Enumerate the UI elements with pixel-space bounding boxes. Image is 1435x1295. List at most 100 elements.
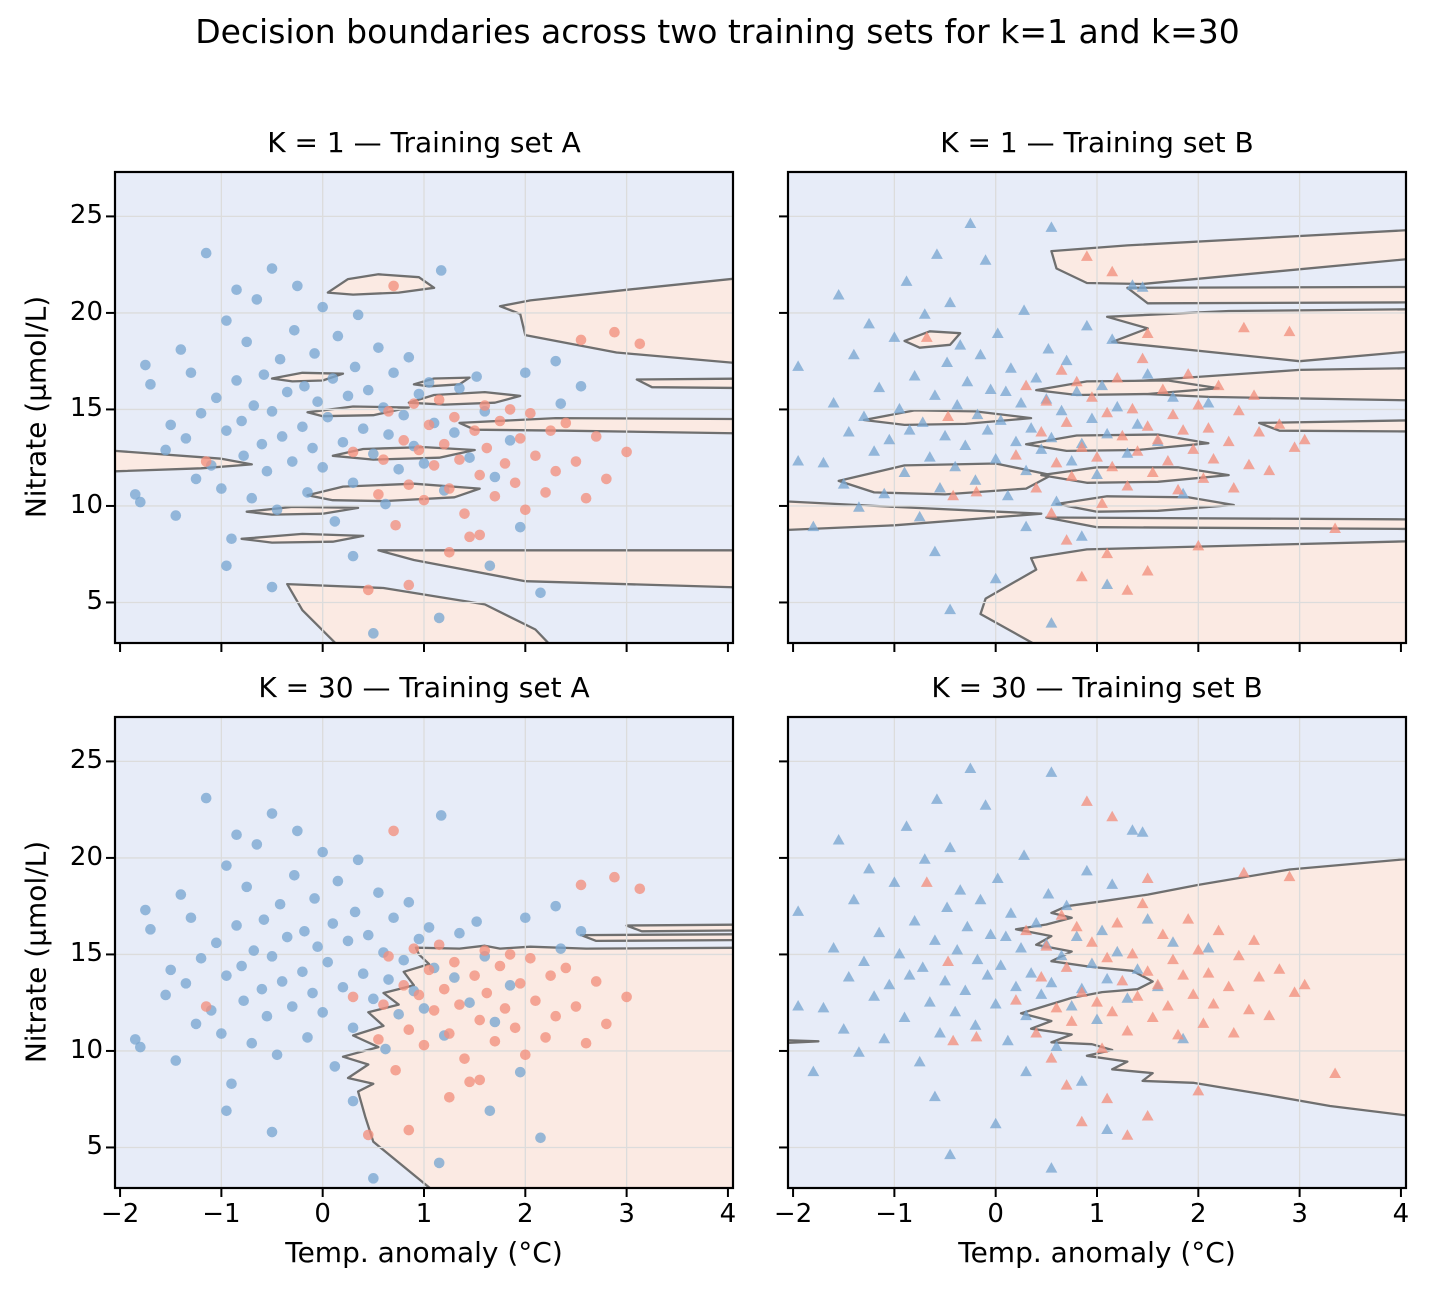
class-red-point: [398, 980, 410, 991]
class-red-point: [1106, 460, 1119, 472]
class-red-point: [1126, 402, 1139, 414]
class-blue-point: [327, 373, 339, 384]
class-red-point: [609, 871, 620, 883]
class-blue-point: [837, 478, 850, 489]
class-blue-point: [329, 516, 341, 527]
panel-title-k30-set-b: K = 30 — Training set B: [931, 671, 1263, 704]
class-red-point: [1075, 441, 1088, 452]
class-blue-point: [435, 265, 447, 276]
class-blue-point: [1075, 1075, 1088, 1086]
class-blue-point: [1025, 422, 1038, 433]
class-red-point: [481, 987, 493, 999]
class-blue-point: [1055, 404, 1068, 416]
y-axis-label-bottom: Nitrate (μmol/L): [19, 840, 53, 1064]
gridlines: [788, 717, 1406, 1188]
decision-region-red: [498, 277, 733, 364]
class-blue-point: [550, 900, 562, 912]
class-blue-point: [974, 893, 987, 905]
class-red-point: [408, 398, 420, 409]
scatter-points: [129, 247, 646, 639]
class-blue-point: [944, 296, 956, 308]
class-blue-point: [266, 1126, 278, 1138]
class-blue-point: [944, 1148, 956, 1160]
class-red-point: [1055, 364, 1068, 375]
class-blue-point: [858, 955, 870, 967]
class-red-point: [601, 1018, 612, 1030]
class-blue-point: [1045, 431, 1058, 443]
y-tick-label: 20: [69, 841, 103, 872]
class-red-point: [580, 1037, 592, 1049]
class-blue-point: [160, 989, 171, 1001]
class-blue-point: [484, 560, 496, 572]
class-blue-point: [289, 324, 300, 336]
x-tick-label: 4: [719, 1199, 737, 1229]
class-red-point: [1283, 870, 1296, 882]
class-red-point: [525, 407, 536, 419]
class-red-point: [1202, 422, 1215, 433]
class-red-point: [1177, 424, 1190, 435]
class-red-point: [1141, 1109, 1154, 1121]
class-red-point: [1187, 988, 1200, 999]
class-blue-point: [226, 1078, 237, 1090]
x-tick-label: 1: [1088, 1199, 1106, 1229]
y-axis-label-top: Nitrate (μmol/L): [19, 295, 53, 519]
x-tick-label: −1: [875, 1199, 914, 1229]
class-red-point: [1086, 391, 1098, 402]
class-blue-point: [266, 808, 278, 819]
class-blue-point: [297, 421, 308, 433]
class-blue-point: [1050, 1040, 1063, 1051]
class-blue-point: [1020, 1009, 1032, 1021]
class-red-point: [1080, 250, 1093, 261]
class-red-point: [1232, 404, 1245, 416]
class-red-point: [942, 955, 954, 967]
class-red-point: [444, 483, 455, 494]
class-blue-point: [954, 339, 967, 350]
class-red-point: [1151, 978, 1164, 990]
class-blue-point: [317, 1007, 328, 1018]
class-red-point: [481, 442, 493, 454]
class-blue-point: [393, 463, 404, 475]
class-blue-point: [1020, 1065, 1032, 1077]
class-blue-point: [221, 425, 232, 436]
decision-region-red: [1105, 308, 1406, 363]
class-red-point: [590, 976, 602, 987]
class-blue-point: [863, 862, 875, 874]
class-blue-point: [971, 408, 984, 420]
axes-spines: [113, 715, 735, 1190]
class-blue-point: [292, 825, 303, 837]
class-blue-point: [342, 935, 354, 947]
class-red-point: [474, 1014, 486, 1026]
class-blue-point: [944, 841, 956, 853]
class-blue-point: [454, 382, 465, 394]
class-red-point: [504, 404, 516, 415]
class-blue-point: [1018, 304, 1030, 315]
decision-region-red: [458, 416, 733, 435]
class-blue-point: [842, 425, 855, 437]
class-red-point: [378, 454, 389, 465]
class-blue-point: [520, 367, 531, 379]
class-blue-point: [550, 355, 562, 367]
class-blue-point: [1167, 936, 1179, 947]
class-red-point: [1182, 368, 1195, 379]
class-blue-point: [898, 1011, 911, 1023]
class-red-point: [459, 1053, 470, 1064]
class-blue-point: [900, 275, 913, 286]
class-blue-point: [999, 930, 1012, 941]
class-red-point: [1298, 978, 1311, 990]
class-red-point: [464, 1076, 475, 1088]
class-red-point: [433, 394, 445, 406]
class-blue-point: [1020, 520, 1032, 532]
class-blue-point: [248, 945, 260, 956]
class-red-point: [520, 1049, 531, 1061]
class-blue-point: [309, 893, 320, 904]
class-blue-point: [312, 396, 323, 408]
class-blue-point: [984, 928, 997, 940]
class-blue-point: [489, 471, 501, 483]
class-red-point: [1243, 458, 1255, 470]
decision-region-red: [979, 540, 1406, 643]
class-blue-point: [916, 416, 929, 427]
class-blue-point: [312, 941, 323, 953]
class-blue-point: [1070, 385, 1083, 396]
class-blue-point: [949, 460, 962, 472]
class-blue-point: [1060, 354, 1073, 366]
